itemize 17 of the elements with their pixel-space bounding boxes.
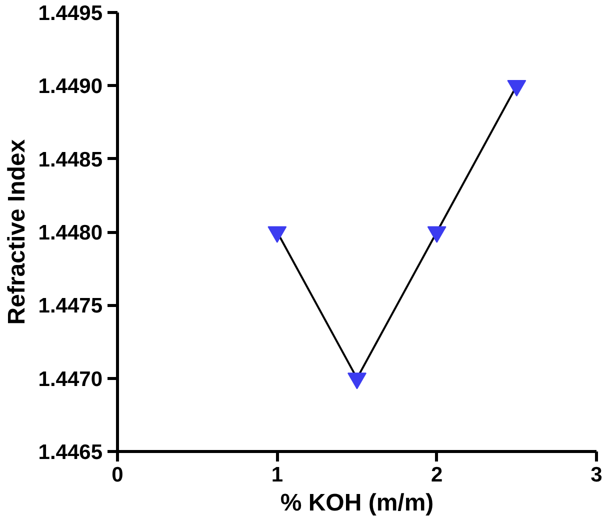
- y-tick-label: 1.4490: [38, 75, 103, 98]
- y-tick-label: 1.4470: [38, 368, 103, 391]
- y-tick-label: 1.4475: [38, 294, 103, 318]
- x-tick-label: 0: [112, 464, 124, 486]
- x-tick-label: 2: [430, 464, 443, 486]
- y-tick-label: 1.4485: [38, 148, 103, 172]
- x-axis-title: % KOH (m/m): [280, 490, 434, 516]
- y-axis-title: Refractive Index: [3, 138, 30, 325]
- point: [348, 372, 366, 390]
- x-tick-label: 1: [271, 464, 284, 486]
- point: [507, 80, 526, 97]
- x-tick-label: 3: [590, 464, 602, 486]
- point: [427, 226, 446, 243]
- y-tick-label: 1.4465: [38, 441, 103, 464]
- point: [268, 226, 287, 243]
- y-tick-label: 1.4480: [38, 222, 103, 244]
- y-tick-label: 1.4495: [38, 2, 103, 25]
